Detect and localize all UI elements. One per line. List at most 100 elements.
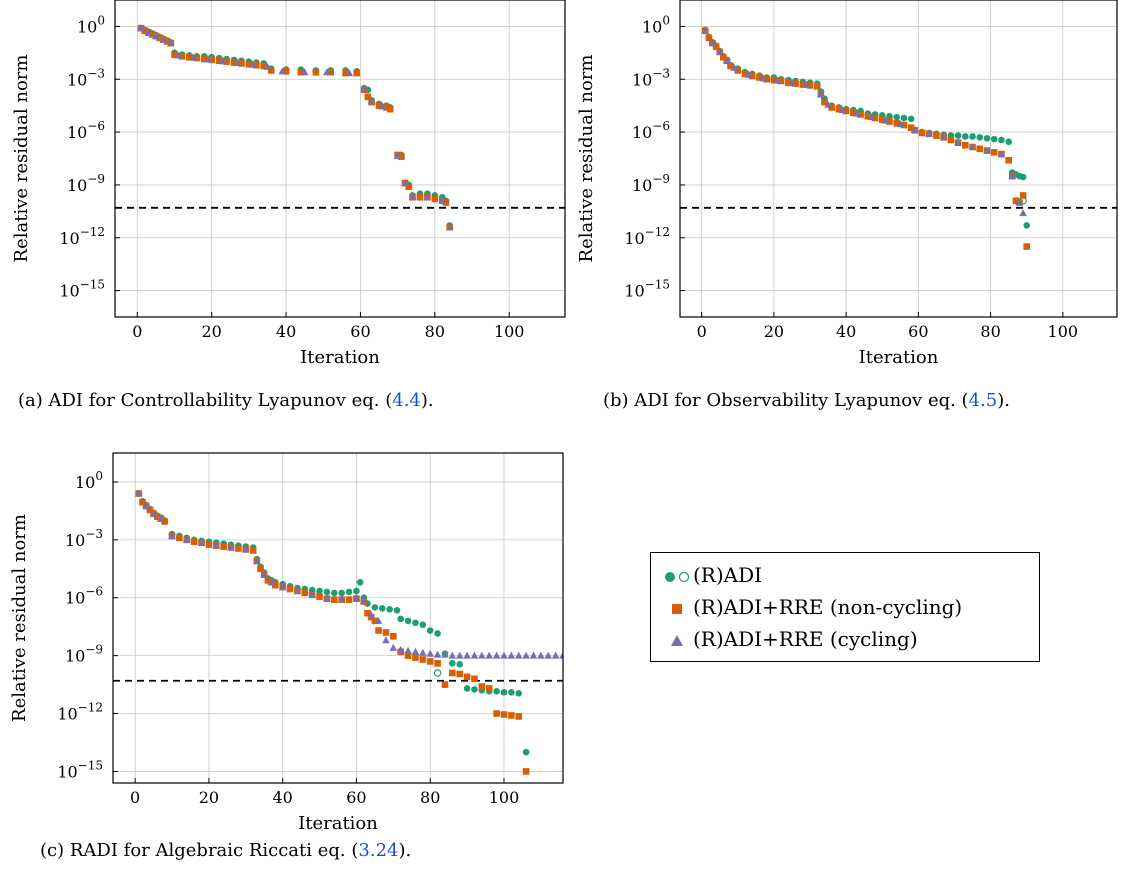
legend-label-rre-noncycling: (R)ADI+RRE (non-cycling) bbox=[693, 595, 963, 619]
point-rre-noncycling bbox=[522, 768, 530, 775]
equation-ref-a[interactable]: 4.4 bbox=[392, 390, 421, 411]
point-rre-noncycling bbox=[312, 68, 320, 76]
point-rre-cycling bbox=[197, 538, 206, 546]
point-rre-noncycling bbox=[806, 82, 814, 89]
point-rre-cycling bbox=[514, 651, 523, 659]
point-rre-cycling bbox=[802, 80, 811, 88]
point-rre-cycling bbox=[838, 106, 847, 114]
point-rre-noncycling bbox=[146, 506, 154, 514]
legend-label-rre-cycling: (R)ADI+RRE (cycling) bbox=[693, 627, 918, 651]
point-rre-noncycling bbox=[375, 102, 383, 109]
point-rre-cycling bbox=[544, 651, 553, 659]
equation-ref-b[interactable]: 4.5 bbox=[968, 390, 998, 411]
point-rre-noncycling bbox=[426, 658, 434, 665]
point-rre-noncycling bbox=[297, 68, 305, 76]
point-rre-noncycling bbox=[220, 543, 227, 550]
point-rre-noncycling bbox=[493, 710, 500, 717]
chart-panel-1: 0 20 40 60 80 100 100 10−3 10−6 10−9 10−12 10−15 Ite… bbox=[11, 0, 566, 368]
point-radi bbox=[331, 589, 338, 597]
point-rre-cycling bbox=[393, 151, 402, 159]
x-tick-label: 60 bbox=[350, 322, 370, 341]
point-rre-noncycling bbox=[434, 660, 441, 667]
point-rre-noncycling bbox=[835, 105, 843, 113]
point-rre-cycling bbox=[389, 643, 398, 651]
point-rre-noncycling bbox=[886, 118, 893, 125]
point-rre-noncycling bbox=[962, 141, 969, 149]
x-tick-label: 80 bbox=[420, 788, 440, 807]
point-radi bbox=[316, 587, 323, 595]
point-rre-noncycling bbox=[404, 652, 412, 659]
point-rre-noncycling bbox=[200, 55, 208, 63]
point-rre-noncycling bbox=[515, 713, 523, 720]
equation-ref-c[interactable]: 3.24 bbox=[358, 840, 399, 861]
y-tick-label: 10−3 bbox=[65, 527, 103, 550]
point-rre-noncycling bbox=[282, 68, 290, 75]
x-tick-label: 60 bbox=[908, 322, 928, 341]
point-rre-noncycling bbox=[821, 98, 828, 106]
point-rre-noncycling bbox=[390, 633, 397, 640]
point-rre-cycling bbox=[152, 32, 160, 40]
point-rre-noncycling bbox=[990, 149, 998, 156]
point-radi bbox=[386, 606, 393, 613]
point-rre-cycling bbox=[378, 102, 387, 110]
point-rre-cycling bbox=[438, 196, 447, 204]
point-rre-noncycling bbox=[364, 93, 372, 101]
point-rre-cycling bbox=[174, 51, 183, 59]
point-rre-noncycling bbox=[419, 656, 427, 663]
point-radi bbox=[998, 136, 1005, 144]
point-rre-cycling bbox=[408, 192, 417, 200]
point-rre-cycling bbox=[463, 651, 471, 659]
point-rre-noncycling bbox=[799, 81, 807, 88]
point-radi bbox=[356, 578, 364, 586]
point-rre-cycling bbox=[212, 541, 221, 549]
point-rre-cycling bbox=[367, 97, 376, 105]
point-rre-cycling bbox=[345, 69, 354, 77]
point-rre-cycling bbox=[323, 593, 331, 601]
point-rre-noncycling bbox=[864, 112, 872, 120]
point-rre-noncycling bbox=[383, 104, 390, 111]
point-radi bbox=[404, 617, 412, 625]
point-rre-noncycling bbox=[215, 57, 223, 65]
y-tick-label: 10−12 bbox=[624, 225, 670, 248]
point-rre-noncycling bbox=[449, 669, 456, 677]
point-rre-noncycling bbox=[345, 596, 353, 603]
point-rre-noncycling bbox=[238, 60, 245, 67]
point-rre-cycling bbox=[260, 570, 269, 578]
y-tick-label: 10−15 bbox=[59, 278, 105, 301]
triangle-marker-icon bbox=[671, 634, 683, 646]
point-rre-noncycling bbox=[230, 59, 238, 66]
x-tick-label: 40 bbox=[836, 322, 856, 341]
point-rre-cycling bbox=[300, 68, 309, 76]
markers-group bbox=[135, 489, 563, 775]
point-rre-noncycling bbox=[416, 193, 424, 201]
y-tick-label: 100 bbox=[77, 13, 105, 36]
point-rre-cycling bbox=[983, 146, 991, 154]
x-tick-label: 40 bbox=[272, 788, 292, 807]
y-tick-label: 10−9 bbox=[67, 172, 105, 195]
circle-marker-icon bbox=[665, 571, 690, 582]
point-rre-noncycling bbox=[163, 38, 171, 45]
point-radi bbox=[456, 661, 464, 668]
point-rre-cycling bbox=[168, 531, 176, 539]
point-radi bbox=[954, 132, 962, 139]
point-rre-cycling bbox=[149, 509, 158, 517]
x-tick-label: 100 bbox=[494, 322, 525, 341]
point-rre-cycling bbox=[551, 651, 560, 659]
point-radi bbox=[397, 615, 405, 623]
point-rre-noncycling bbox=[734, 67, 742, 74]
y-tick-label: 100 bbox=[642, 13, 670, 36]
y-tick-label: 10−6 bbox=[632, 119, 670, 142]
point-radi bbox=[353, 587, 360, 595]
y-axis-label: Relative residual norm bbox=[9, 514, 30, 722]
y-tick-label: 10−6 bbox=[65, 585, 103, 608]
point-radi bbox=[500, 688, 508, 696]
point-rre-noncycling bbox=[441, 681, 449, 688]
plot-frame bbox=[112, 452, 564, 784]
point-rre-noncycling bbox=[907, 124, 915, 131]
point-rre-noncycling bbox=[1023, 243, 1031, 250]
point-rre-cycling bbox=[896, 120, 905, 128]
point-radi bbox=[378, 605, 386, 612]
point-rre-cycling bbox=[396, 645, 405, 653]
point-rre-cycling bbox=[159, 35, 168, 43]
point-rre-noncycling bbox=[371, 617, 379, 625]
